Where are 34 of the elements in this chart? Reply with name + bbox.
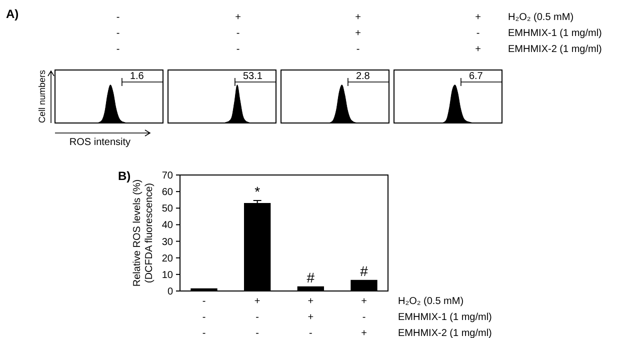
text: H₂O₂ (0.5 mM) [398, 296, 464, 307]
y-tick-label: 60 [162, 187, 174, 198]
y-tick-label: 10 [162, 270, 174, 281]
y-tick-label: 70 [162, 170, 174, 182]
text: EMHMIX-1 (1 mg/ml) [508, 28, 602, 39]
y-tick-label: 0 [167, 286, 174, 298]
text: 6.7 [468, 71, 484, 82]
text: 1.6 [130, 71, 144, 82]
annotation: * [254, 184, 261, 200]
text: EMHMIX-1 (1 mg/ml) [398, 312, 492, 323]
text: H₂O₂ (0.5 mM) [508, 12, 574, 23]
annotation: # [306, 269, 315, 286]
x-tick-label: + - - [254, 296, 260, 338]
text: EMHMIX-2 (1 mg/ml) [398, 328, 492, 338]
text: 53.1 [242, 71, 263, 82]
y-tick-label: 20 [162, 253, 174, 264]
x-tick-label: + - + [361, 296, 368, 338]
category-label: - - - [116, 12, 120, 55]
category-label: + + - [355, 12, 362, 55]
y-tick-label: 40 [162, 220, 174, 232]
chart-title: B) [118, 169, 131, 183]
y-tick-label: 50 [162, 204, 174, 215]
category-label: + - - [235, 12, 242, 55]
y-axis-title: Cell numbers [37, 69, 47, 124]
x-axis-title: ROS intensity [69, 137, 131, 148]
y-tick-label: 30 [162, 236, 174, 248]
annotation: # [360, 262, 368, 279]
y-axis-title: Relative ROS levels (%) (DCFDA fluorescence) [132, 179, 155, 287]
x-tick-label: - - - [202, 296, 206, 338]
text: A) [6, 7, 19, 21]
text: EMHMIX-2 (1 mg/ml) [508, 44, 602, 55]
text: 2.8 [356, 71, 370, 82]
x-tick-label: + + - [308, 296, 314, 338]
category-label: + - + [475, 12, 482, 55]
